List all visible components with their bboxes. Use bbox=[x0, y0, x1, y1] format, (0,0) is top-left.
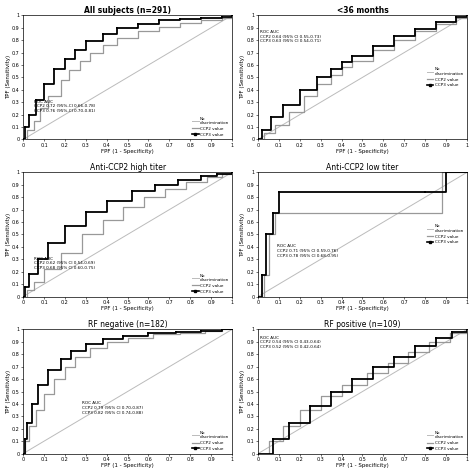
Legend: No
discrimination, CCP2 value, CCP3 value: No discrimination, CCP2 value, CCP3 valu… bbox=[427, 66, 465, 88]
Text: ROC AUC
CCP2 0.72 (95%-CI 0.66-0.78)
CCP3 0.76 (95%-CI 0.70-0.81): ROC AUC CCP2 0.72 (95%-CI 0.66-0.78) CCP… bbox=[34, 100, 95, 113]
Legend: No
discrimination, CCP2 value, CCP3 value: No discrimination, CCP2 value, CCP3 valu… bbox=[427, 224, 465, 245]
X-axis label: FPF (1 - Specificity): FPF (1 - Specificity) bbox=[101, 464, 154, 468]
Y-axis label: TPF (Sensitivity): TPF (Sensitivity) bbox=[6, 55, 10, 100]
Y-axis label: TPF (Sensitivity): TPF (Sensitivity) bbox=[6, 212, 10, 256]
Legend: No
discrimination, CCP2 value, CCP3 value: No discrimination, CCP2 value, CCP3 valu… bbox=[191, 116, 230, 137]
Title: Anti-CCP2 low titer: Anti-CCP2 low titer bbox=[326, 163, 399, 172]
Text: ROC AUC
CCP2 0.71 (95% CI 0.59-0.76)
CCP3 0.78 (95% CI 0.68-0.95): ROC AUC CCP2 0.71 (95% CI 0.59-0.76) CCP… bbox=[277, 245, 338, 257]
X-axis label: FPF (1 - Specificity): FPF (1 - Specificity) bbox=[336, 149, 389, 155]
Title: RF negative (n=182): RF negative (n=182) bbox=[88, 319, 167, 328]
Text: ROC AUC
CCP2 0.79 (95% CI 0.70-0.87)
CCP3 0.82 (95% CI 0.74-0.88): ROC AUC CCP2 0.79 (95% CI 0.70-0.87) CCP… bbox=[82, 401, 143, 415]
Y-axis label: TPF (Sensitivity): TPF (Sensitivity) bbox=[240, 369, 246, 414]
X-axis label: FPF (1 - Specificity): FPF (1 - Specificity) bbox=[336, 464, 389, 468]
Title: <36 months: <36 months bbox=[337, 6, 388, 15]
X-axis label: FPF (1 - Specificity): FPF (1 - Specificity) bbox=[101, 306, 154, 311]
Text: ROC AUC
CCP2 0.54 (95% CI 0.43-0.64)
CCP3 0.52 (95% CI 0.42-0.64): ROC AUC CCP2 0.54 (95% CI 0.43-0.64) CCP… bbox=[260, 336, 321, 349]
Title: Anti-CCP2 high titer: Anti-CCP2 high titer bbox=[90, 163, 165, 172]
X-axis label: FPF (1 - Specificity): FPF (1 - Specificity) bbox=[336, 306, 389, 311]
Text: ROC AUC
CCP2 0.62 (95% CI 0.54-0.69)
CCP3 0.68 (95% CI 0.60-0.75): ROC AUC CCP2 0.62 (95% CI 0.54-0.69) CCP… bbox=[34, 257, 95, 270]
Y-axis label: TPF (Sensitivity): TPF (Sensitivity) bbox=[240, 212, 246, 256]
Legend: No
discrimination, CCP2 value, CCP3 value: No discrimination, CCP2 value, CCP3 valu… bbox=[191, 430, 230, 452]
Legend: No
discrimination, CCP2 value, CCP3 value: No discrimination, CCP2 value, CCP3 valu… bbox=[427, 430, 465, 452]
Title: All subjects (n=291): All subjects (n=291) bbox=[84, 6, 171, 15]
X-axis label: FPF (1 - Specificity): FPF (1 - Specificity) bbox=[101, 149, 154, 155]
Legend: No
discrimination, CCP2 value, CCP3 value: No discrimination, CCP2 value, CCP3 valu… bbox=[191, 273, 230, 294]
Title: RF positive (n=109): RF positive (n=109) bbox=[324, 319, 401, 328]
Y-axis label: TPF (Sensitivity): TPF (Sensitivity) bbox=[6, 369, 10, 414]
Text: ROC AUC
CCP2 0.64 (95% CI 0.55-0.73)
CCP3 0.63 (95% CI 0.54-0.71): ROC AUC CCP2 0.64 (95% CI 0.55-0.73) CCP… bbox=[260, 30, 321, 44]
Y-axis label: TPF (Sensitivity): TPF (Sensitivity) bbox=[240, 55, 246, 100]
